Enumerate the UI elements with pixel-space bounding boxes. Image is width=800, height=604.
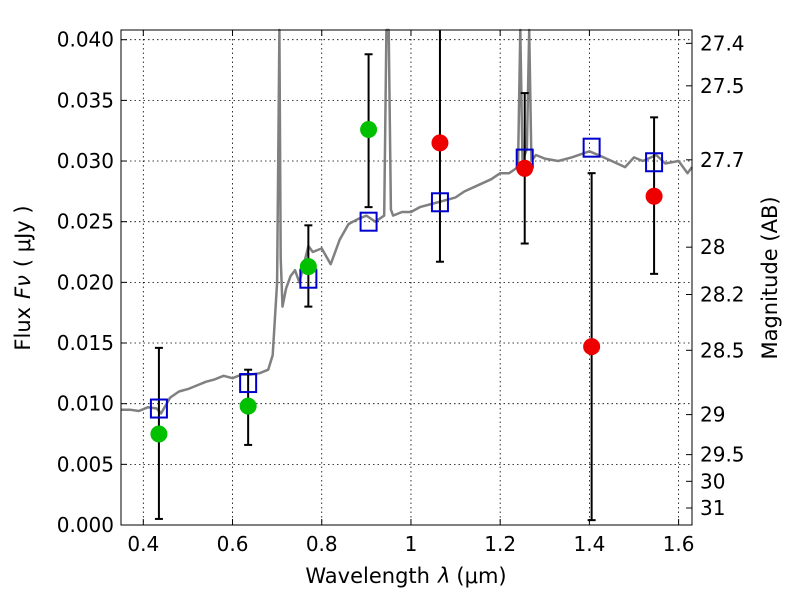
filter-point-square <box>239 373 258 394</box>
y-tick-label: 0.020 <box>57 270 114 294</box>
filter-point-square <box>430 192 449 213</box>
y2-tick-label: 27.7 <box>700 148 745 172</box>
filter-point-square <box>582 137 601 158</box>
y-tick-label: 0.040 <box>57 28 114 52</box>
y2-tick-label: 30 <box>700 469 725 493</box>
y2-tick-label: 28.5 <box>700 338 745 362</box>
y-tick-label: 0.025 <box>57 210 114 234</box>
x-tick-label: 1.6 <box>663 532 695 556</box>
y2-tick-label: 28.2 <box>700 282 745 306</box>
y-tick-label: 0.015 <box>57 331 114 355</box>
x-axis-label-main: Wavelength <box>305 564 430 588</box>
y-axis-label-unit: ( μJy ) <box>11 205 35 267</box>
filter-point-square <box>359 211 378 232</box>
y-tick-label: 0.010 <box>57 392 114 416</box>
x-tick-label: 0.8 <box>306 532 338 556</box>
y-tick-label: 0.005 <box>57 452 114 476</box>
y-axis-label-symbol: Fν <box>11 275 35 299</box>
observed-point <box>239 397 257 415</box>
y2-tick-label: 28 <box>700 235 725 259</box>
y-tick-label: 0.030 <box>57 149 114 173</box>
x-axis-label-symbol: λ <box>437 564 450 588</box>
y2-axis-label: Magnitude (AB) <box>758 196 782 359</box>
y-tick-label: 0.035 <box>57 88 114 112</box>
observed-point <box>360 120 378 138</box>
x-tick-label: 0.6 <box>217 532 249 556</box>
model-spectrum <box>121 28 694 415</box>
y-axis-label: Flux Fν ( μJy ) <box>11 205 35 350</box>
y2-tick-label: 31 <box>700 496 725 520</box>
data-markers <box>149 120 664 443</box>
x-tick-label: 0.4 <box>127 532 159 556</box>
error-bars <box>154 30 659 522</box>
filter-point-square <box>645 152 664 173</box>
y-tick-label: 0.000 <box>57 513 114 537</box>
y-axis-label-main: Flux <box>11 307 35 351</box>
grid-lines <box>121 30 692 526</box>
filter-point-square <box>149 398 168 419</box>
observed-point <box>150 425 168 443</box>
y2-tick-label: 27.5 <box>700 74 745 98</box>
spectrum-line <box>121 28 694 415</box>
x-tick-label: 1.2 <box>484 532 516 556</box>
observed-point <box>645 187 663 205</box>
x-tick-label: 1 <box>405 532 418 556</box>
observed-point <box>299 258 317 276</box>
y2-tick-label: 27.4 <box>700 31 745 55</box>
x-tick-label: 1.4 <box>573 532 605 556</box>
plot-frame <box>120 29 693 526</box>
x-axis-label-unit: (μm) <box>456 564 506 588</box>
y2-tick-label: 29.5 <box>700 443 745 467</box>
y2-tick-label: 29 <box>700 403 725 427</box>
observed-point <box>431 134 449 152</box>
observed-point <box>516 159 534 177</box>
x-axis-label: Wavelength λ (μm) <box>305 564 506 588</box>
observed-point <box>583 338 601 356</box>
axis-ticks: 0.4 0.6 0.8 1 1.2 1.4 1.6 0.000 0.005 0.010 0.015 0… <box>57 28 745 556</box>
